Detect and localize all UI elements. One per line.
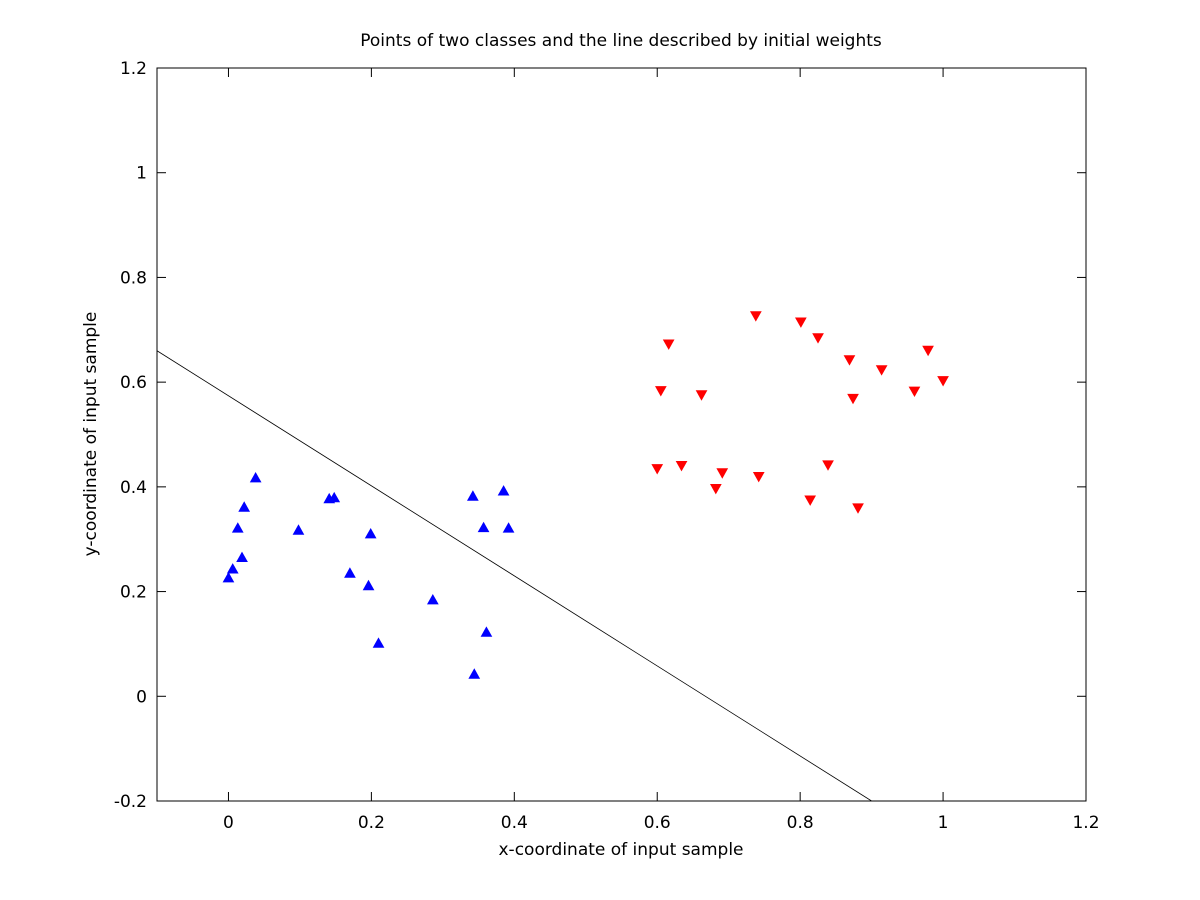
y-tick-label: -0.2 <box>114 792 147 812</box>
x-tick-label: 0.2 <box>358 813 385 833</box>
plot-frame <box>156 67 1087 802</box>
class-a-point <box>222 572 235 583</box>
class-a-point <box>364 528 377 539</box>
class-a-point <box>468 668 481 679</box>
y-tick-label: 1 <box>136 164 147 184</box>
x-axis-title: x-coordinate of input sample <box>499 840 744 860</box>
class-b-point <box>937 376 949 387</box>
class-b-point <box>922 345 934 357</box>
class-b-point <box>795 317 807 328</box>
class-b-point <box>812 333 824 344</box>
class-a-point <box>226 563 239 574</box>
class-a-point <box>249 472 262 483</box>
class-a-point <box>231 522 244 533</box>
class-a-point <box>344 567 356 578</box>
class-a-point <box>497 485 510 496</box>
class-b-point <box>716 468 729 479</box>
class-b-point <box>822 460 834 471</box>
class-b-point <box>847 393 859 405</box>
class-b-point <box>852 503 864 514</box>
x-tick-label: 0.8 <box>787 813 814 833</box>
y-tick-label: 1.2 <box>120 59 147 79</box>
decision-line <box>157 350 872 801</box>
x-tick-label: 1 <box>938 813 949 833</box>
y-tick-label: 0 <box>136 687 147 707</box>
class-a-point <box>292 524 305 535</box>
class-a-point <box>236 551 248 562</box>
class-a-point <box>362 579 375 591</box>
class-a-point <box>238 501 250 512</box>
class-b-point <box>750 311 762 322</box>
x-tick-label: 0 <box>223 813 234 833</box>
class-b-point <box>651 464 664 475</box>
chart-title: Points of two classes and the line descr… <box>360 31 882 51</box>
class-b-point <box>843 355 856 366</box>
class-b-point <box>752 472 765 483</box>
x-tick-label: 1.2 <box>1072 813 1099 833</box>
class-b-point <box>662 339 675 350</box>
y-tick-label: 0.8 <box>120 268 147 288</box>
y-axis-title: y-coordinate of input sample <box>81 312 101 557</box>
y-tick-label: 0.2 <box>120 583 147 603</box>
class-a-point <box>328 491 341 503</box>
x-tick-label: 0.6 <box>644 813 671 833</box>
class-b-point <box>804 495 816 506</box>
class-b-point <box>655 386 667 397</box>
class-b-point <box>675 461 688 472</box>
class-b-point <box>695 390 708 401</box>
class-a-point <box>427 594 439 605</box>
class-b-point <box>908 386 921 397</box>
class-a-point <box>502 522 515 533</box>
plot-area: 0 0.2 0.4 0.6 0.8 1 1.2 -0.2 0 0.2 0.4 0.6 0.8 1 1.2 <box>114 59 1100 833</box>
y-tick-label: 0.6 <box>120 373 147 393</box>
class-a-point <box>467 490 479 501</box>
x-tick-label: 0.4 <box>501 813 528 833</box>
class-b-point <box>710 484 722 495</box>
class-a-point <box>480 626 493 637</box>
y-tick-label: 0.4 <box>120 478 147 498</box>
class-b-point <box>875 365 888 376</box>
class-a-point <box>372 637 385 648</box>
class-a-point <box>477 521 490 533</box>
